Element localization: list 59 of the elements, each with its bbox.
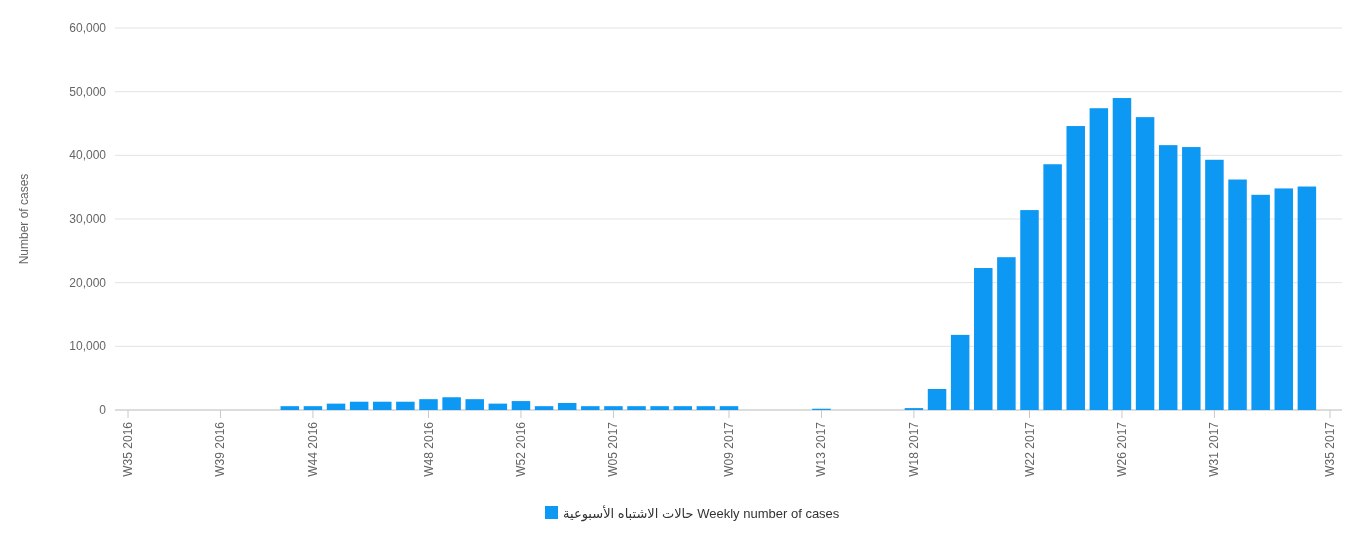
y-tick-label: 40,000 (69, 148, 107, 163)
bar (326, 403, 346, 410)
bar (303, 406, 323, 410)
bar (1020, 210, 1039, 410)
bar (1297, 186, 1317, 410)
x-tick-label: W35 2017 (1323, 421, 1337, 477)
bar (396, 401, 415, 410)
bar (419, 399, 438, 410)
bar (1158, 145, 1178, 410)
bar (1066, 126, 1085, 410)
bar (1274, 188, 1294, 410)
bar (1112, 98, 1132, 410)
y-tick-label: 50,000 (69, 84, 107, 99)
bar (1228, 179, 1247, 410)
bar (349, 401, 369, 410)
bar (719, 406, 739, 410)
x-tick-label: W13 2017 (814, 421, 829, 477)
x-tick-label: W05 2017 (606, 421, 621, 477)
bar (997, 257, 1016, 410)
x-tick-label: W18 2017 (906, 421, 921, 477)
bar (1182, 147, 1201, 410)
y-tick-label: 20,000 (69, 275, 107, 290)
x-tick-label: W52 2016 (513, 421, 528, 477)
x-tick-label: W48 2016 (421, 421, 436, 477)
bar (465, 399, 484, 410)
bar (1205, 159, 1224, 410)
bar (950, 334, 970, 410)
bar (511, 401, 531, 410)
x-tick-label: W09 2017 (722, 421, 736, 477)
y-tick-label: 0 (99, 403, 107, 417)
bar (650, 406, 669, 410)
bar (581, 406, 600, 410)
y-axis-title: Number of cases (17, 173, 31, 265)
bar (627, 406, 646, 410)
x-tick-label: W22 2017 (1022, 421, 1037, 477)
bar (696, 406, 716, 410)
bar (604, 406, 623, 410)
bar (1135, 117, 1155, 410)
bar (280, 406, 300, 410)
y-tick-label: 60,000 (69, 21, 107, 35)
bar (1251, 194, 1270, 410)
x-tick-label: W44 2016 (305, 421, 320, 477)
x-tick-label: W39 2016 (213, 421, 228, 477)
bar (1089, 108, 1109, 410)
bar (974, 268, 993, 410)
bar (534, 406, 554, 410)
bar (1043, 164, 1062, 410)
bar (927, 388, 947, 410)
bar (442, 397, 461, 410)
bar (488, 403, 508, 410)
x-tick-label: W31 2017 (1207, 421, 1222, 477)
bar (673, 406, 693, 410)
x-tick-label: W26 2017 (1114, 421, 1129, 477)
x-tick-label: W35 2016 (121, 421, 135, 477)
bar (373, 401, 392, 410)
legend-label: حالات الاشتباه الأسبوعية Weekly number of cases (563, 505, 840, 522)
y-tick-label: 10,000 (69, 339, 107, 354)
bar (557, 403, 577, 410)
y-tick-label: 30,000 (69, 212, 107, 226)
